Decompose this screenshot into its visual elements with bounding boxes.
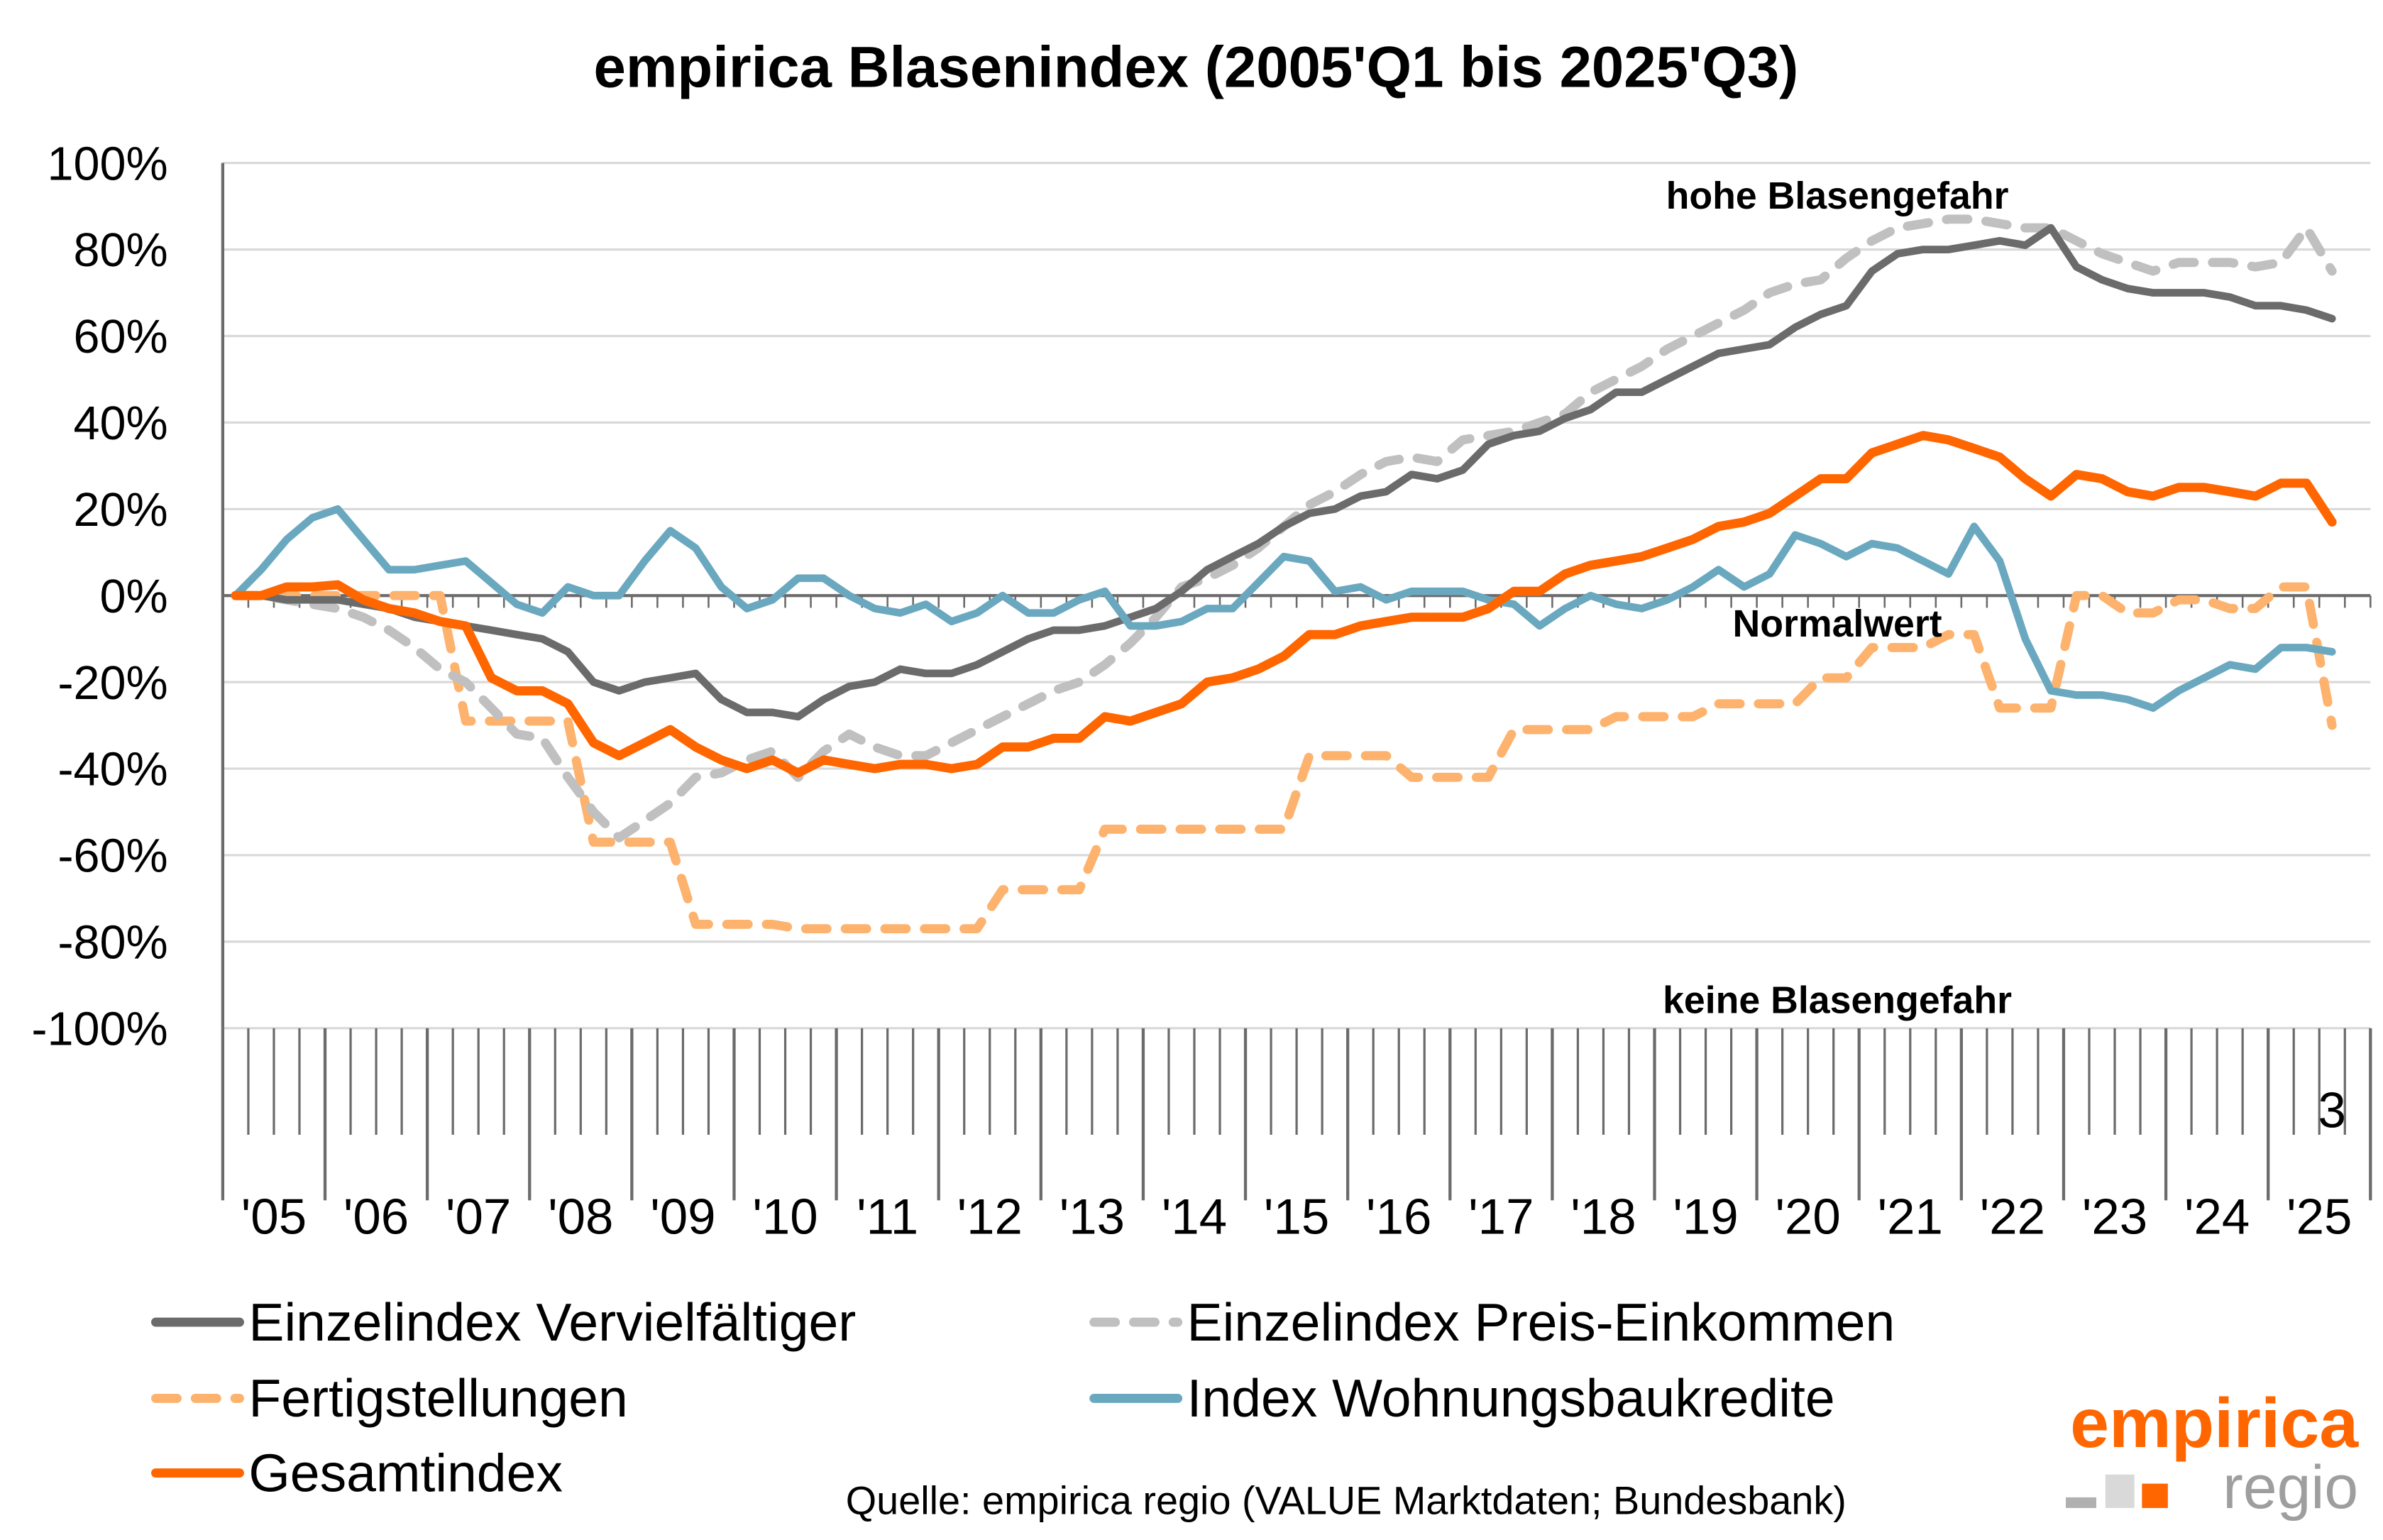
legend-label: Einzelindex Vervielfältiger	[248, 1292, 856, 1352]
x-year-label: '21	[1878, 1189, 1943, 1245]
logo-empirica: empirica	[2070, 1384, 2359, 1462]
x-year-label: '05	[241, 1189, 307, 1245]
series-line-einzelindex-vervielf-ltiger	[231, 224, 2336, 721]
chart-title: empirica Blasenindex (2005'Q1 bis 2025'Q…	[594, 35, 1799, 99]
logo-square-small	[2066, 1497, 2096, 1508]
y-tick-label: 40%	[73, 397, 167, 450]
y-tick-label: -60%	[57, 830, 167, 883]
x-year-label: '13	[1060, 1189, 1125, 1245]
x-year-label: '24	[2184, 1189, 2250, 1245]
annotation-none: keine Blasengefahr	[1663, 979, 2012, 1021]
legend: Einzelindex Vervielfältiger Einzelindex P…	[151, 1292, 1895, 1502]
x-year-label: '12	[957, 1189, 1023, 1245]
x-year-label: '22	[1980, 1189, 2045, 1245]
empirica-regio-logo: empirica regio	[2066, 1384, 2359, 1522]
x-year-label: '25	[2286, 1189, 2352, 1245]
x-year-label: '08	[548, 1189, 613, 1245]
x-year-label: '23	[2082, 1189, 2147, 1245]
x-year-label: '20	[1776, 1189, 1841, 1245]
y-axis: 100% 80% 60% 40% 20% 0% -20% -40% -60% -80% -100%	[31, 138, 225, 1055]
x-year-label: '16	[1366, 1189, 1431, 1245]
x-year-label: '19	[1673, 1189, 1738, 1245]
legend-label: Gesamtindex	[248, 1443, 563, 1502]
series-line-fertigstellungen	[231, 582, 2337, 934]
y-tick-label: 60%	[73, 311, 167, 363]
y-tick-label: 100%	[48, 138, 168, 190]
legend-label: Fertigstellungen	[248, 1368, 627, 1428]
x-year-label: '11	[857, 1189, 918, 1245]
y-tick-label: 20%	[73, 484, 167, 537]
annotation-normal: Normalwert	[1733, 603, 1942, 645]
source-note: Quelle: empirica regio (VALUE Marktdaten…	[846, 1478, 1847, 1523]
x-year-label: '15	[1264, 1189, 1329, 1245]
x-year-label: '10	[752, 1189, 818, 1245]
series-lines	[231, 214, 2337, 934]
logo-square-orange	[2142, 1483, 2168, 1508]
y-tick-label: -100%	[31, 1003, 167, 1055]
series-line-index-wohnungsbaukredite	[231, 505, 2336, 713]
y-tick-label: 80%	[73, 224, 167, 277]
y-tick-label: -40%	[57, 744, 167, 796]
x-year-label: '09	[650, 1189, 715, 1245]
y-tick-label: -80%	[57, 917, 167, 969]
x-quarter-label: 3	[2318, 1082, 2346, 1138]
x-year-label: '06	[343, 1189, 409, 1245]
logo-square-light	[2105, 1474, 2135, 1508]
series-line-gesamtindex	[231, 431, 2337, 778]
legend-label: Index Wohnungsbaukredite	[1187, 1368, 1835, 1428]
annotation-high: hohe Blasengefahr	[1666, 175, 2009, 217]
x-year-label: '07	[446, 1189, 511, 1245]
x-year-label: '14	[1162, 1189, 1227, 1245]
x-year-label: '18	[1570, 1189, 1636, 1245]
legend-label: Einzelindex Preis-Einkommen	[1187, 1292, 1895, 1352]
y-tick-label: 0%	[99, 571, 167, 623]
y-tick-label: -20%	[57, 657, 167, 710]
x-year-label: '17	[1468, 1189, 1534, 1245]
logo-regio: regio	[2223, 1453, 2358, 1522]
x-axis: '05 '06 '07 '08 '09 '10 '11 '12 '13 '14 '15 '16 '17 '…	[221, 594, 2372, 1245]
